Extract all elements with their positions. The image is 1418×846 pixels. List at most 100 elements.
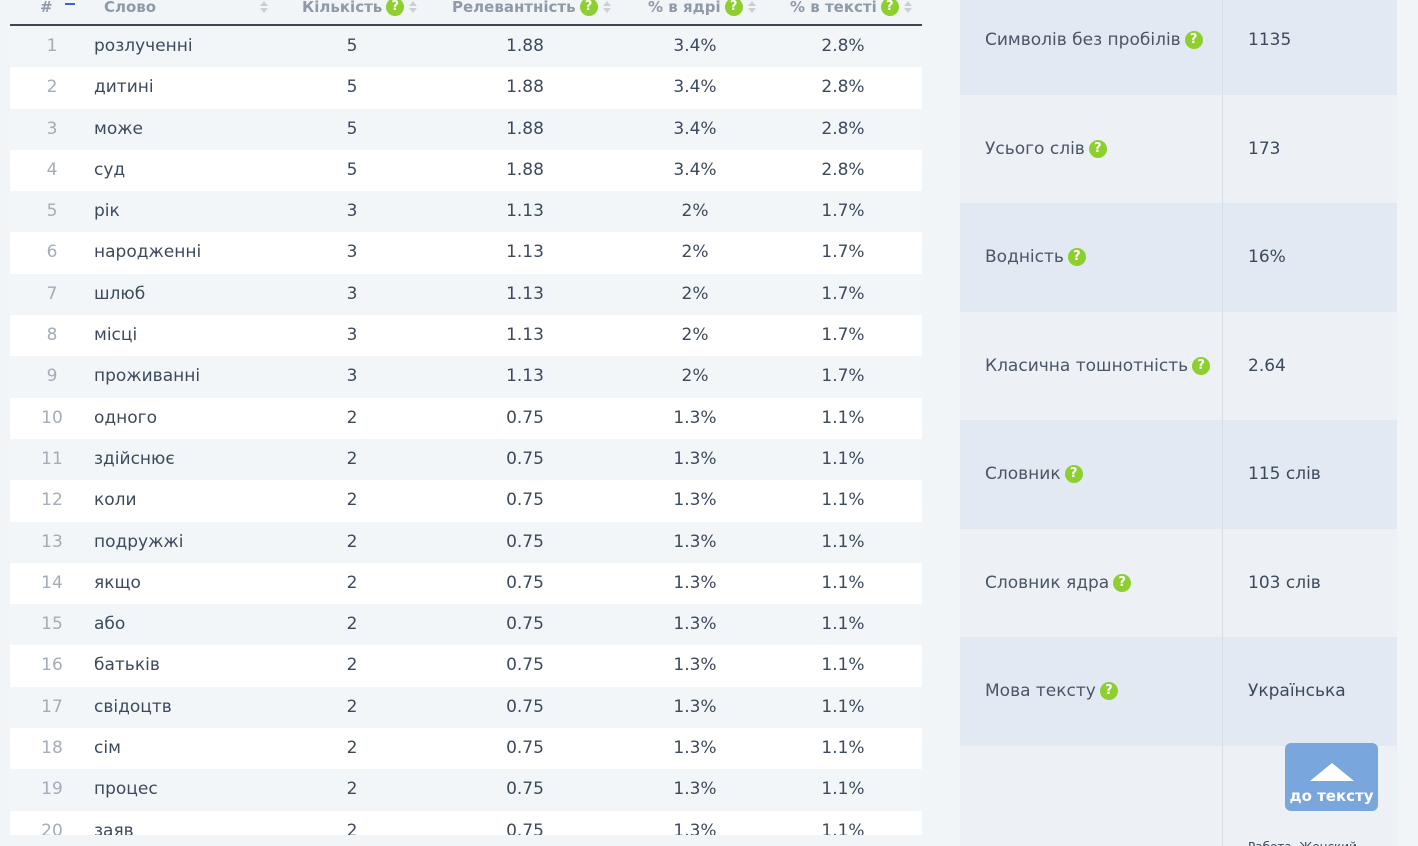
row-number: 17 bbox=[32, 687, 72, 728]
row-core-pct: 2% bbox=[635, 232, 755, 273]
help-icon[interactable]: ? bbox=[725, 0, 743, 16]
row-word: розлученні bbox=[94, 26, 193, 67]
header-count[interactable]: Кількість ? bbox=[302, 0, 417, 18]
row-relevance: 0.75 bbox=[465, 645, 585, 686]
row-relevance: 1.13 bbox=[465, 315, 585, 356]
header-word[interactable]: Слово bbox=[104, 0, 268, 18]
row-word: дитині bbox=[94, 67, 154, 108]
row-number: 3 bbox=[32, 109, 72, 150]
help-icon[interactable]: ? bbox=[1089, 140, 1107, 158]
stat-value: 1135 bbox=[1248, 0, 1291, 95]
header-text-pct[interactable]: % в тексті ? bbox=[790, 0, 912, 18]
row-count: 3 bbox=[312, 356, 392, 397]
row-count: 2 bbox=[312, 811, 392, 835]
row-core-pct: 3.4% bbox=[635, 150, 755, 191]
row-number: 14 bbox=[32, 563, 72, 604]
stat-value: 173 bbox=[1248, 95, 1280, 204]
header-num[interactable]: # bbox=[40, 0, 75, 18]
row-text-pct: 1.7% bbox=[783, 315, 903, 356]
stat-label-text: Словник ядра bbox=[985, 573, 1109, 593]
row-relevance: 0.75 bbox=[465, 728, 585, 769]
stat-label-text: Символів без пробілів bbox=[985, 30, 1181, 50]
row-text-pct: 2.8% bbox=[783, 109, 903, 150]
row-relevance: 0.75 bbox=[465, 604, 585, 645]
row-relevance: 0.75 bbox=[465, 480, 585, 521]
sort-icon[interactable] bbox=[260, 1, 268, 13]
row-count: 2 bbox=[312, 769, 392, 810]
row-core-pct: 1.3% bbox=[635, 687, 755, 728]
row-core-pct: 2% bbox=[635, 191, 755, 232]
header-num-label: # bbox=[40, 0, 53, 16]
row-word: подружжі bbox=[94, 522, 183, 563]
row-core-pct: 1.3% bbox=[635, 439, 755, 480]
help-icon[interactable]: ? bbox=[580, 0, 598, 16]
header-core-pct-label: % в ядрі bbox=[648, 0, 721, 16]
row-relevance: 1.13 bbox=[465, 356, 585, 397]
help-icon[interactable]: ? bbox=[1068, 248, 1086, 266]
row-text-pct: 2.8% bbox=[783, 26, 903, 67]
row-word: може bbox=[94, 109, 143, 150]
row-number: 13 bbox=[32, 522, 72, 563]
row-number: 2 bbox=[32, 67, 72, 108]
help-icon[interactable]: ? bbox=[1100, 682, 1118, 700]
row-count: 2 bbox=[312, 398, 392, 439]
header-word-label: Слово bbox=[104, 0, 156, 16]
row-relevance: 0.75 bbox=[465, 811, 585, 835]
row-word: здійснює bbox=[94, 439, 175, 480]
row-word: батьків bbox=[94, 645, 160, 686]
header-core-pct[interactable]: % в ядрі ? bbox=[648, 0, 756, 18]
row-relevance: 0.75 bbox=[465, 522, 585, 563]
row-core-pct: 1.3% bbox=[635, 522, 755, 563]
row-count: 2 bbox=[312, 645, 392, 686]
row-core-pct: 2% bbox=[635, 274, 755, 315]
row-number: 6 bbox=[32, 232, 72, 273]
help-icon[interactable]: ? bbox=[386, 0, 404, 16]
row-word: заяв bbox=[94, 811, 134, 835]
sort-icon[interactable] bbox=[748, 1, 756, 13]
stat-value: 103 слів bbox=[1248, 529, 1321, 638]
help-icon[interactable]: ? bbox=[1113, 574, 1131, 592]
row-count: 5 bbox=[312, 150, 392, 191]
row-text-pct: 1.1% bbox=[783, 811, 903, 835]
row-count: 2 bbox=[312, 604, 392, 645]
header-relevance[interactable]: Релевантність ? bbox=[452, 0, 611, 18]
row-count: 3 bbox=[312, 191, 392, 232]
sort-icon[interactable] bbox=[904, 1, 912, 13]
sort-icon[interactable] bbox=[603, 1, 611, 13]
to-text-button[interactable]: до тексту bbox=[1285, 743, 1378, 811]
header-text-pct-label: % в тексті bbox=[790, 0, 877, 16]
row-text-pct: 1.1% bbox=[783, 604, 903, 645]
row-word: або bbox=[94, 604, 125, 645]
row-count: 2 bbox=[312, 439, 392, 480]
sort-icon[interactable] bbox=[409, 1, 417, 13]
help-icon[interactable]: ? bbox=[1185, 31, 1203, 49]
row-text-pct: 1.7% bbox=[783, 274, 903, 315]
row-word: сім bbox=[94, 728, 121, 769]
row-relevance: 0.75 bbox=[465, 687, 585, 728]
row-core-pct: 1.3% bbox=[635, 728, 755, 769]
stat-row: Водність?16% bbox=[960, 203, 1397, 312]
row-number: 8 bbox=[32, 315, 72, 356]
help-icon[interactable]: ? bbox=[1065, 465, 1083, 483]
row-text-pct: 1.1% bbox=[783, 398, 903, 439]
help-icon[interactable]: ? bbox=[1192, 357, 1210, 375]
row-count: 3 bbox=[312, 232, 392, 273]
row-core-pct: 1.3% bbox=[635, 604, 755, 645]
row-number: 12 bbox=[32, 480, 72, 521]
help-icon[interactable]: ? bbox=[881, 0, 899, 16]
stat-row: Класична тошнотність?2.64 bbox=[960, 312, 1397, 421]
stat-value: 115 слів bbox=[1248, 420, 1321, 529]
row-word: рік bbox=[94, 191, 120, 232]
row-word: шлюб bbox=[94, 274, 145, 315]
